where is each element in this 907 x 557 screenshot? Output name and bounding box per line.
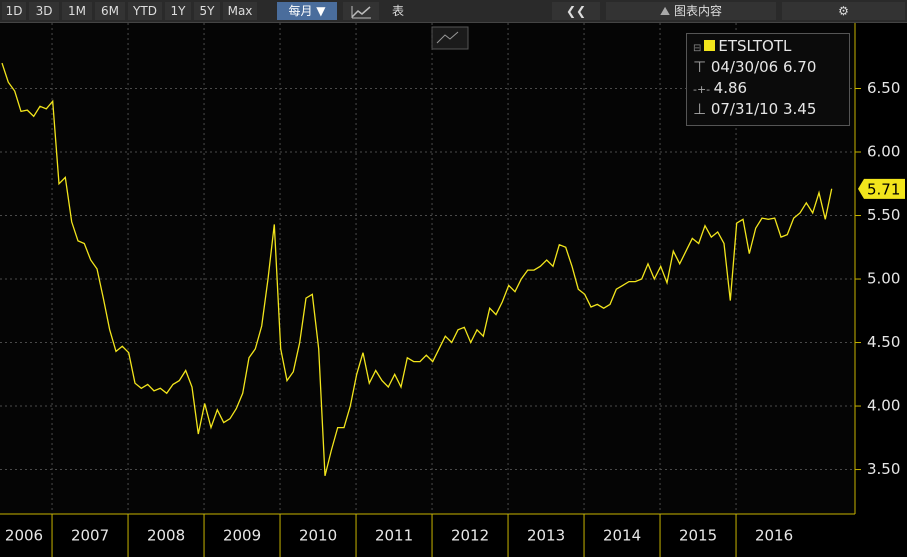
last-value-label: 5.71 (867, 180, 900, 198)
toolbar: 1D 3D 1M 6M YTD 1Y 5Y Max 每月 ▼ 表 ❮❮ ⛰ 图表内容 ⚙ (0, 0, 907, 23)
range-button[interactable]: 1Y (165, 2, 191, 20)
y-tick-label: 4.00 (867, 397, 900, 415)
range-button[interactable]: YTD (128, 2, 162, 20)
y-tick-label: 5.00 (867, 270, 900, 288)
legend-average: -+- 4.86 (693, 79, 748, 97)
range-button[interactable]: Max (223, 2, 257, 20)
x-tick-label: 2016 (755, 527, 793, 545)
x-tick-label: 2015 (679, 527, 717, 545)
y-tick-label: 5.50 (867, 206, 900, 224)
y-tick-label: 6.50 (867, 79, 900, 97)
x-tick-label: 2008 (147, 527, 185, 545)
frequency-button[interactable]: 每月 ▼ (277, 2, 337, 20)
x-tick-label: 2007 (71, 527, 109, 545)
contents-label: 图表内容 (673, 4, 722, 18)
range-button[interactable]: 6M (95, 2, 125, 20)
range-button[interactable]: 5Y (194, 2, 220, 20)
x-tick-label: 2010 (299, 527, 337, 545)
x-tick-label: 2013 (527, 527, 565, 545)
line-icon (351, 5, 371, 18)
contents-button[interactable]: ⛰ 图表内容 (606, 2, 776, 20)
range-button[interactable]: 1M (62, 2, 92, 20)
high-value: 6.70 (783, 58, 817, 76)
high-date: 04/30/06 (710, 58, 779, 76)
y-tick-label: 6.00 (867, 143, 900, 161)
chart-menu[interactable] (431, 26, 469, 50)
y-tick-label: 3.50 (867, 460, 900, 478)
legend: ⊟ ETSLTOTL ⊤ 04/30/06 6.70 -+- 4.86 ⊥ 07/… (686, 33, 850, 126)
average-value: 4.86 (713, 79, 748, 97)
x-tick-label: 2011 (375, 527, 413, 545)
data-line (1, 62, 833, 477)
range-button[interactable]: 1D (2, 2, 26, 20)
x-tick-label: 2014 (603, 527, 641, 545)
legend-low: ⊥ 07/31/10 3.45 (693, 100, 817, 118)
x-tick-label: 2009 (223, 527, 261, 545)
collapse-button[interactable]: ❮❮ (552, 2, 600, 20)
legend-series: ETSLTOTL (718, 37, 792, 55)
contents-icon: ⛰ (660, 4, 674, 18)
x-tick-label: 2012 (451, 527, 489, 545)
legend-high: ⊤ 04/30/06 6.70 (693, 58, 817, 76)
range-button[interactable]: 3D (29, 2, 59, 20)
table-button[interactable]: 表 (391, 4, 404, 18)
x-tick-label: 2006 (5, 527, 43, 545)
low-date: 07/31/10 (710, 100, 779, 118)
settings-button[interactable]: ⚙ (782, 2, 905, 20)
chart-menu-icon (436, 31, 459, 44)
y-tick-label: 4.50 (867, 333, 900, 351)
low-value: 3.45 (783, 100, 817, 118)
chart-type-button[interactable] (343, 2, 379, 20)
last-value-tag (858, 178, 905, 199)
legend-title: ⊟ ETSLTOTL (693, 37, 792, 55)
